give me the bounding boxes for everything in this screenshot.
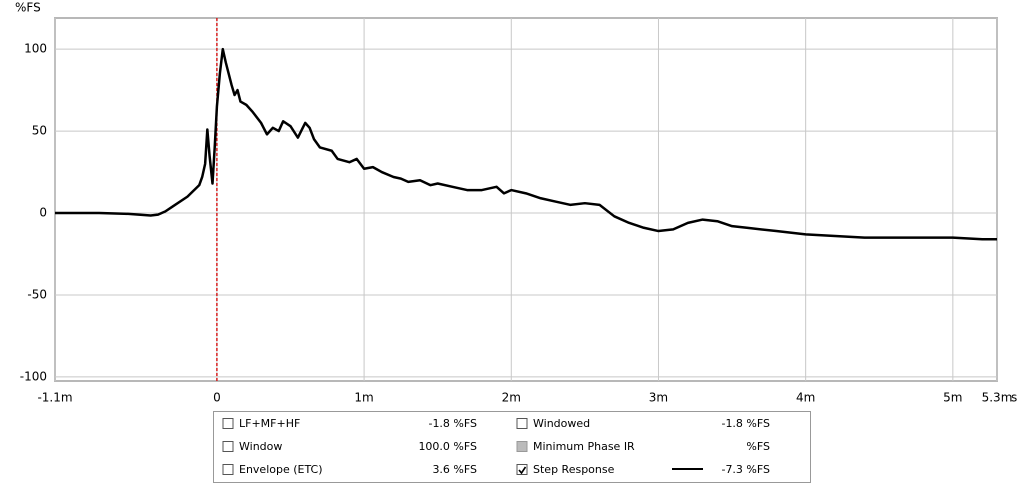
readout-label: Envelope (ETC) bbox=[239, 463, 323, 476]
x-tick-label: 4m bbox=[796, 391, 815, 405]
readout-label: LF+MF+HF bbox=[239, 417, 300, 430]
readout-value: -1.8 %FS bbox=[721, 417, 770, 430]
readout-value: %FS bbox=[746, 440, 770, 453]
data-line bbox=[55, 47, 997, 241]
readout-value: 100.0 %FS bbox=[418, 440, 477, 453]
x-tick-label: -1.1m bbox=[37, 391, 72, 405]
readout-value: 3.6 %FS bbox=[432, 463, 477, 476]
x-tick-label: 3m bbox=[649, 391, 668, 405]
x-tick-label: 1m bbox=[354, 391, 373, 405]
readout-value: -7.3 %FS bbox=[721, 463, 770, 476]
readout-label: Windowed bbox=[533, 417, 590, 430]
check-mark bbox=[518, 466, 527, 475]
y-tick-label: 100 bbox=[24, 42, 47, 56]
x-tick-label: 0 bbox=[213, 391, 221, 405]
checkbox bbox=[516, 441, 528, 452]
y-tick-label: -50 bbox=[27, 287, 47, 301]
plot-frame bbox=[54, 17, 998, 382]
checkbox[interactable] bbox=[222, 418, 234, 429]
x-tick-label: 5.3m bbox=[982, 391, 1013, 405]
readout-label: Minimum Phase IR bbox=[533, 440, 635, 453]
y-axis-title: %FS bbox=[15, 1, 41, 15]
x-axis-unit: s bbox=[1011, 391, 1017, 405]
readout-panel bbox=[213, 411, 811, 483]
y-tick-label: 0 bbox=[39, 206, 47, 220]
y-tick-label: -100 bbox=[20, 369, 47, 383]
checkbox[interactable] bbox=[222, 441, 234, 452]
readout-label: Step Response bbox=[533, 463, 615, 476]
checkbox[interactable] bbox=[222, 464, 234, 475]
readout-label: Window bbox=[239, 440, 282, 453]
readout-value: -1.8 %FS bbox=[428, 417, 477, 430]
x-tick-label: 2m bbox=[502, 391, 521, 405]
checkbox[interactable] bbox=[516, 418, 528, 429]
x-tick-label: 5m bbox=[943, 391, 962, 405]
y-tick-label: 50 bbox=[32, 124, 47, 138]
checkbox[interactable] bbox=[516, 464, 528, 475]
